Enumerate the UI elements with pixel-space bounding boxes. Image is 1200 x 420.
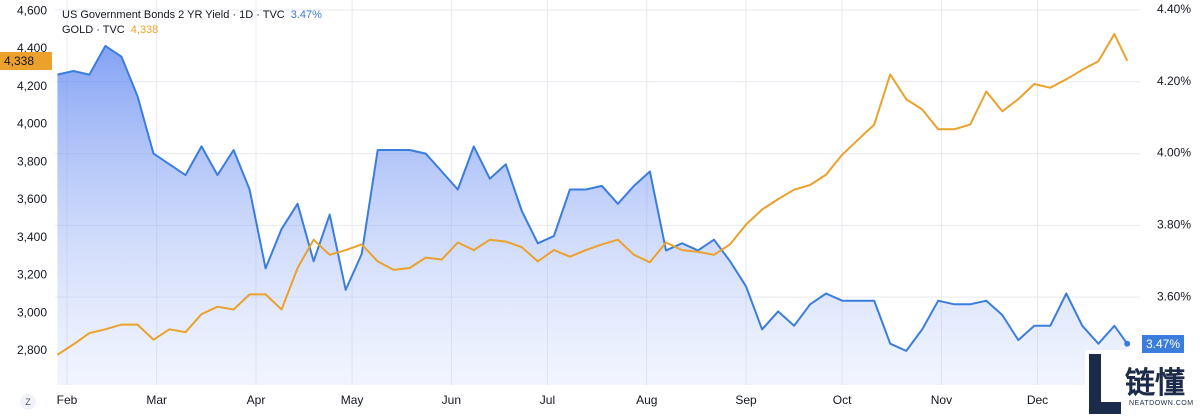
y-tick-label: 4,000 (17, 117, 47, 131)
y2-tick-label: 3.80% (1157, 218, 1191, 232)
y2-tick-label: 4.40% (1157, 2, 1191, 16)
legend-item: GOLD · TVC 4,338 (62, 23, 328, 38)
last-point (1124, 340, 1131, 347)
y-tick-label: 4,200 (17, 79, 47, 93)
watermark-text: 链懂 (1125, 366, 1185, 401)
x-tick-label: Aug (636, 393, 657, 407)
y-tick-label: 3,800 (17, 154, 47, 168)
series-line (56, 33, 1129, 356)
y2-tick-label: 4.20% (1157, 74, 1191, 88)
y-tick-label: 3,000 (17, 305, 47, 319)
timezone-button[interactable]: Z (20, 394, 36, 410)
y-tick-label: 3,400 (17, 230, 47, 244)
legend-item: US Government Bonds 2 YR Yield · 1D · TV… (62, 8, 328, 23)
x-tick-label: Nov (931, 393, 952, 407)
y-tick-label: 2,800 (17, 343, 47, 357)
watermark-url: NEATDOWN.COM (1129, 400, 1194, 407)
series-line (57, 44, 1129, 352)
area-fill (57, 45, 1128, 386)
legend-value: 4,338 (130, 24, 159, 36)
x-tick-label: Feb (57, 393, 78, 407)
x-tick-label: Sep (735, 393, 757, 407)
legend-label: US Government Bonds 2 YR Yield · 1D · TV… (62, 9, 285, 21)
y-tick-label: 4,400 (17, 41, 47, 55)
y-price-label: 4,338 (0, 51, 52, 70)
legend: US Government Bonds 2 YR Yield · 1D · TV… (62, 8, 328, 38)
x-tick-label: Oct (833, 393, 852, 407)
watermark-icon (1089, 354, 1121, 414)
x-tick-label: Dec (1027, 393, 1048, 407)
y-tick-label: 3,200 (17, 268, 47, 282)
y2-tick-label: 4.00% (1157, 146, 1191, 160)
x-tick-label: Jun (442, 393, 461, 407)
x-tick-label: Jul (540, 393, 555, 407)
y-tick-label: 4,600 (17, 3, 47, 17)
legend-value: 3.47% (290, 9, 322, 21)
y2-tick-label: 3.60% (1157, 289, 1191, 303)
y-tick-label: 3,600 (17, 192, 47, 206)
y2-price-label: 3.47% (1142, 334, 1185, 353)
legend-label: GOLD · TVC (62, 24, 125, 36)
x-tick-label: Apr (247, 393, 266, 407)
x-tick-label: May (341, 393, 364, 407)
x-tick-label: Mar (146, 393, 167, 407)
watermark: 链懂 NEATDOWN.COM (1085, 350, 1200, 420)
